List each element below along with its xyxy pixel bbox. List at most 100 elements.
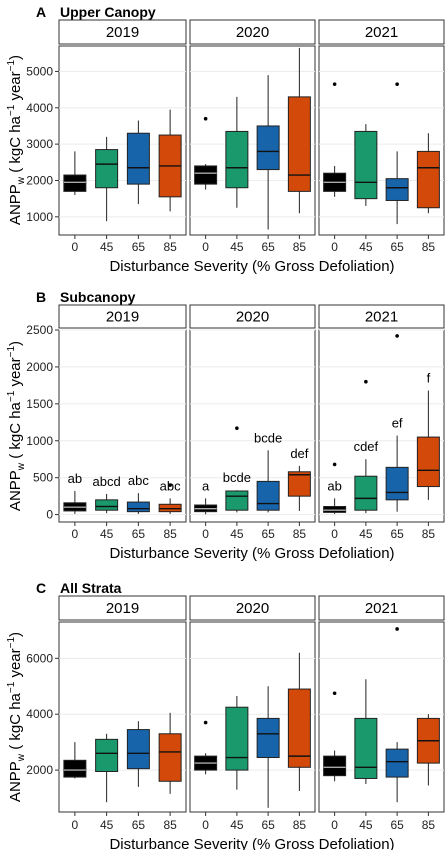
y-tick-label: 5000 <box>26 64 53 78</box>
box-outlier <box>235 426 239 431</box>
panel-title: All Strata <box>60 580 122 596</box>
panel-tag: C <box>36 580 46 596</box>
y-axis-label-part: −1 <box>6 390 17 402</box>
box-body <box>126 501 150 513</box>
facet-label: 2021 <box>365 309 398 326</box>
facet-strip <box>189 595 316 621</box>
y-tick-label: 1000 <box>26 210 53 224</box>
box-body <box>63 174 87 192</box>
y-tick-label: 6000 <box>26 651 53 665</box>
x-tick-label: 45 <box>100 240 114 254</box>
y-axis-label: ANPPw ( kgC ha−1 year−1) <box>6 55 27 225</box>
y-tick-label: 1500 <box>26 397 53 411</box>
y-axis-label-part: ) <box>7 341 24 346</box>
box-body <box>95 738 119 772</box>
x-tick-label: 0 <box>331 818 338 832</box>
y-axis-label-part: ( kgC ha <box>7 115 24 177</box>
panel-title: Upper Canopy <box>60 4 156 20</box>
significance-letter: cdef <box>354 439 379 454</box>
facet-strip <box>318 304 445 329</box>
y-tick-label: 4000 <box>26 101 53 115</box>
y-axis-label-part: ANPP <box>7 470 24 511</box>
y-axis-label-part: year <box>7 357 24 390</box>
box-body <box>225 490 249 511</box>
x-axis-title: Disturbance Severity (% Gross Defoliatio… <box>109 545 394 562</box>
y-tick-label: 500 <box>33 471 53 485</box>
x-tick-label: 0 <box>72 818 79 832</box>
x-tick-label: 65 <box>390 818 404 832</box>
box-body <box>287 471 311 497</box>
y-tick-label: 4000 <box>26 707 53 721</box>
x-tick-label: 85 <box>422 240 436 254</box>
y-axis-label-part: ANPP <box>7 184 24 225</box>
box-outlier <box>395 82 399 86</box>
box-body <box>95 149 119 189</box>
y-axis-label-part: −1 <box>6 346 17 358</box>
x-axis-title: Disturbance Severity (% Gross Defoliatio… <box>109 836 394 850</box>
facet-strip <box>58 304 187 329</box>
y-axis-label-part: ( kgC ha <box>7 401 24 463</box>
facet-strip <box>189 304 316 329</box>
x-tick-label: 85 <box>293 240 307 254</box>
box-body <box>126 729 150 770</box>
x-tick-label: 45 <box>359 818 373 832</box>
x-tick-label: 0 <box>72 527 79 541</box>
facet-strip <box>58 19 187 45</box>
x-tick-label: 65 <box>261 527 275 541</box>
significance-letter: f <box>427 371 431 386</box>
box-body <box>126 132 150 185</box>
y-tick-label: 2000 <box>26 173 53 187</box>
box-body <box>416 150 440 209</box>
y-axis-label: ANPPw ( kgC ha−1 year−1) <box>6 632 27 802</box>
box-outlier <box>168 483 172 487</box>
box-outlier <box>332 82 337 86</box>
x-tick-label: 85 <box>293 818 307 832</box>
box-outlier <box>395 627 399 631</box>
significance-letter: ab <box>68 471 82 486</box>
y-tick-label: 0 <box>46 508 53 522</box>
box-body <box>95 499 119 511</box>
facet-label: 2019 <box>106 309 139 326</box>
significance-letter: bcde <box>223 470 251 485</box>
x-tick-label: 85 <box>293 527 307 541</box>
box-body <box>354 717 378 779</box>
facet-label: 2021 <box>365 24 398 41</box>
x-tick-label: 85 <box>422 818 436 832</box>
box-body <box>354 130 378 200</box>
facet-strip <box>189 19 316 45</box>
box-body <box>256 480 280 511</box>
x-tick-label: 65 <box>390 527 404 541</box>
y-tick-label: 2000 <box>26 360 53 374</box>
box-body <box>158 503 182 513</box>
facet-strip <box>318 595 445 621</box>
box-body <box>385 178 409 201</box>
box-body <box>354 475 378 511</box>
x-tick-label: 65 <box>261 818 275 832</box>
facet-label: 2020 <box>236 24 269 41</box>
y-axis-label-part: w <box>16 753 27 762</box>
y-axis-label-part: w <box>16 176 27 185</box>
x-tick-label: 85 <box>422 527 436 541</box>
plot-area <box>58 621 187 813</box>
box-body <box>385 748 409 778</box>
box-outlier <box>395 334 399 338</box>
significance-letter: abc <box>160 478 181 493</box>
facet-label: 2020 <box>236 309 269 326</box>
significance-letter: ef <box>392 416 403 431</box>
box-outlier <box>332 691 337 696</box>
box-body <box>225 130 249 189</box>
y-axis-label: ANPPw ( kgC ha−1 year−1) <box>6 341 27 511</box>
x-tick-label: 65 <box>132 818 146 832</box>
plot-area <box>318 621 445 813</box>
x-tick-label: 45 <box>230 818 244 832</box>
x-tick-label: 45 <box>100 818 114 832</box>
x-tick-label: 45 <box>230 527 244 541</box>
y-axis-label-part: ( kgC ha <box>7 692 24 754</box>
x-tick-label: 65 <box>261 240 275 254</box>
x-tick-label: 0 <box>72 240 79 254</box>
plot-area <box>318 329 445 523</box>
significance-letter: a <box>202 478 210 493</box>
significance-letter: ab <box>327 478 341 493</box>
